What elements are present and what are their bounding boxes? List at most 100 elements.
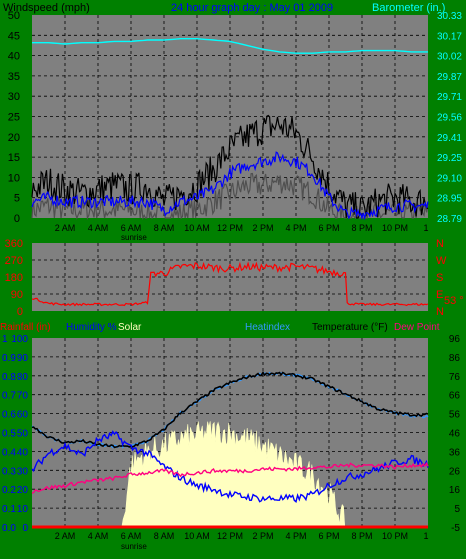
rainfall-tick-label: 0.3: [2, 466, 16, 477]
panel1-time-tick-label: 8 AM: [154, 223, 175, 233]
panel1-time-tick-label: 2 PM: [252, 223, 273, 233]
temperature-ticks: -5 5 16 26 36 46 56 66 76 86 96: [449, 334, 461, 534]
direction-grid: [32, 243, 428, 311]
rainfall-tick-label: 0.0: [2, 523, 16, 534]
temperature-tick-label: 76: [449, 372, 461, 383]
temperature-line: [31, 371, 429, 449]
humidity-tick-label: 90: [17, 353, 29, 364]
humidity-tick-label: 10: [17, 504, 29, 515]
direction-degree-ticks: 0 90 180 270 360: [5, 238, 23, 318]
barometer-tick-label: 30.02: [437, 52, 462, 63]
panel3-time-tick-label: 10 PM: [382, 531, 408, 541]
panel3-time-tick-label: 2 AM: [55, 531, 76, 541]
windspeed-tick-label: 25: [8, 112, 20, 124]
humidity-tick-label: 80: [17, 372, 29, 383]
barometer-tick-label: 28.79: [437, 214, 462, 225]
temperature-tick-label: 96: [449, 334, 461, 345]
rainfall-tick-label: 0.2: [2, 485, 16, 496]
temperature-tick-label: 36: [449, 447, 461, 458]
direction-degree-tick-label: 360: [5, 238, 23, 250]
temperature-tick-label: 86: [449, 353, 461, 364]
direction-compass-tick-label: N: [436, 238, 444, 250]
panel3-time-tick-label: 6 AM: [121, 531, 142, 541]
direction-compass-tick-label: E: [436, 289, 443, 301]
windspeed-tick-label: 45: [8, 30, 20, 42]
panel3-time-tick-label: 10 AM: [184, 531, 210, 541]
temperature-tick-label: -5: [451, 523, 460, 534]
rainfall-ticks: 0.0 0.1 0.2 0.3 0.4 0.5 0.6 0.7 0.8 0.9 1: [2, 334, 16, 534]
windspeed-tick-label: 40: [8, 51, 20, 63]
panel1-time-tick-label: 4 AM: [88, 223, 109, 233]
windspeed-tick-label: 15: [8, 152, 20, 164]
panel3-time-tick-label: 12 PM: [217, 531, 243, 541]
wind-gust-line: [31, 114, 429, 219]
rainfall-tick-label: 0.5: [2, 429, 16, 440]
temp-humidity-series: [31, 371, 429, 529]
current-direction-value: 53 °: [444, 295, 464, 307]
panel3-time-tick-label: 6 PM: [318, 531, 339, 541]
solar-axis-label: Solar: [118, 322, 142, 333]
rainfall-tick-label: 0.8: [2, 372, 16, 383]
panel1-time-tick-label: 8 PM: [351, 223, 372, 233]
direction-degree-tick-label: 180: [5, 272, 23, 284]
windspeed-ticks: 0 5 10 15 20 25 30 35 40 45 50: [8, 10, 20, 225]
direction-compass-tick-label: N: [436, 306, 444, 318]
panel1-time-tick-label: 6 AM: [121, 223, 142, 233]
panel3-time-tick-label: 2 PM: [252, 531, 273, 541]
windspeed-tick-label: 30: [8, 91, 20, 103]
panel1-time-tick-label: 6 PM: [318, 223, 339, 233]
heatindex-axis-label: Heatindex: [245, 322, 290, 333]
humidity-line: [31, 430, 429, 503]
sunrise-label-top: sunrise: [121, 233, 147, 242]
panel1-time-tick-label: 12 PM: [217, 223, 243, 233]
rainfall-axis-label: Rainfall (in): [0, 322, 51, 333]
barometer-tick-label: 30.17: [437, 31, 462, 42]
windspeed-tick-label: 20: [8, 132, 20, 144]
wind-direction-line: [31, 261, 429, 307]
temperature-tick-label: 66: [449, 391, 461, 402]
rainfall-tick-label: 0.1: [2, 504, 16, 515]
panel3-time-tick-label: 4 PM: [285, 531, 306, 541]
rainfall-tick-label: 0.7: [2, 391, 16, 402]
humidity-axis-label: Humidity %: [66, 322, 117, 333]
wind-average-line: [31, 151, 429, 221]
panel1-time-tick-label: 10 AM: [184, 223, 210, 233]
temperature-tick-label: 26: [449, 466, 461, 477]
direction-compass-tick-label: S: [436, 272, 443, 284]
panel3-time-ticks: 2 AM 4 AM 6 AM 8 AM 10 AM 12 PM 2 PM 4 PM 6 PM 8 …: [55, 531, 429, 541]
temperature-tick-label: 46: [449, 429, 461, 440]
windspeed-axis-label: Windspeed (mph): [3, 2, 90, 14]
barometer-tick-label: 29.71: [437, 92, 462, 103]
panel3-time-tick-label: 8 AM: [154, 531, 175, 541]
direction-degree-tick-label: 90: [11, 289, 23, 301]
humidity-tick-label: 100: [11, 334, 28, 345]
barometer-tick-label: 29.10: [437, 173, 462, 184]
humidity-tick-label: 70: [17, 391, 29, 402]
barometer-axis-label: Barometer (in.): [372, 2, 445, 14]
windspeed-tick-label: 50: [8, 10, 20, 22]
wind-direction-series: [31, 261, 429, 307]
temperature-tick-label: 5: [454, 504, 460, 515]
windspeed-tick-label: 5: [14, 193, 20, 205]
humidity-tick-label: 30: [17, 466, 29, 477]
humidity-ticks: 0 10 20 30 40 50 60 70 80 90 100: [11, 334, 28, 534]
dewpoint-line: [31, 462, 429, 494]
direction-degree-tick-label: 270: [5, 255, 23, 267]
panel1-time-tick-label: 1: [423, 223, 428, 233]
barometer-tick-label: 30.33: [437, 11, 462, 22]
direction-compass-tick-label: W: [436, 255, 447, 267]
wind-baro-series: [31, 38, 429, 221]
humidity-tick-label: 0: [22, 523, 28, 534]
panel1-time-tick-label: 10 PM: [382, 223, 408, 233]
humidity-tick-label: 50: [17, 429, 29, 440]
windspeed-tick-label: 0: [14, 213, 20, 225]
panel3-time-tick-label: 1: [423, 531, 428, 541]
panel1-time-tick-label: 4 PM: [285, 223, 306, 233]
rainfall-tick-label: 0.6: [2, 410, 16, 421]
humidity-tick-label: 60: [17, 410, 29, 421]
barometer-line: [32, 38, 428, 54]
panel1-time-tick-label: 2 AM: [55, 223, 76, 233]
barometer-tick-label: 29.41: [437, 133, 462, 144]
